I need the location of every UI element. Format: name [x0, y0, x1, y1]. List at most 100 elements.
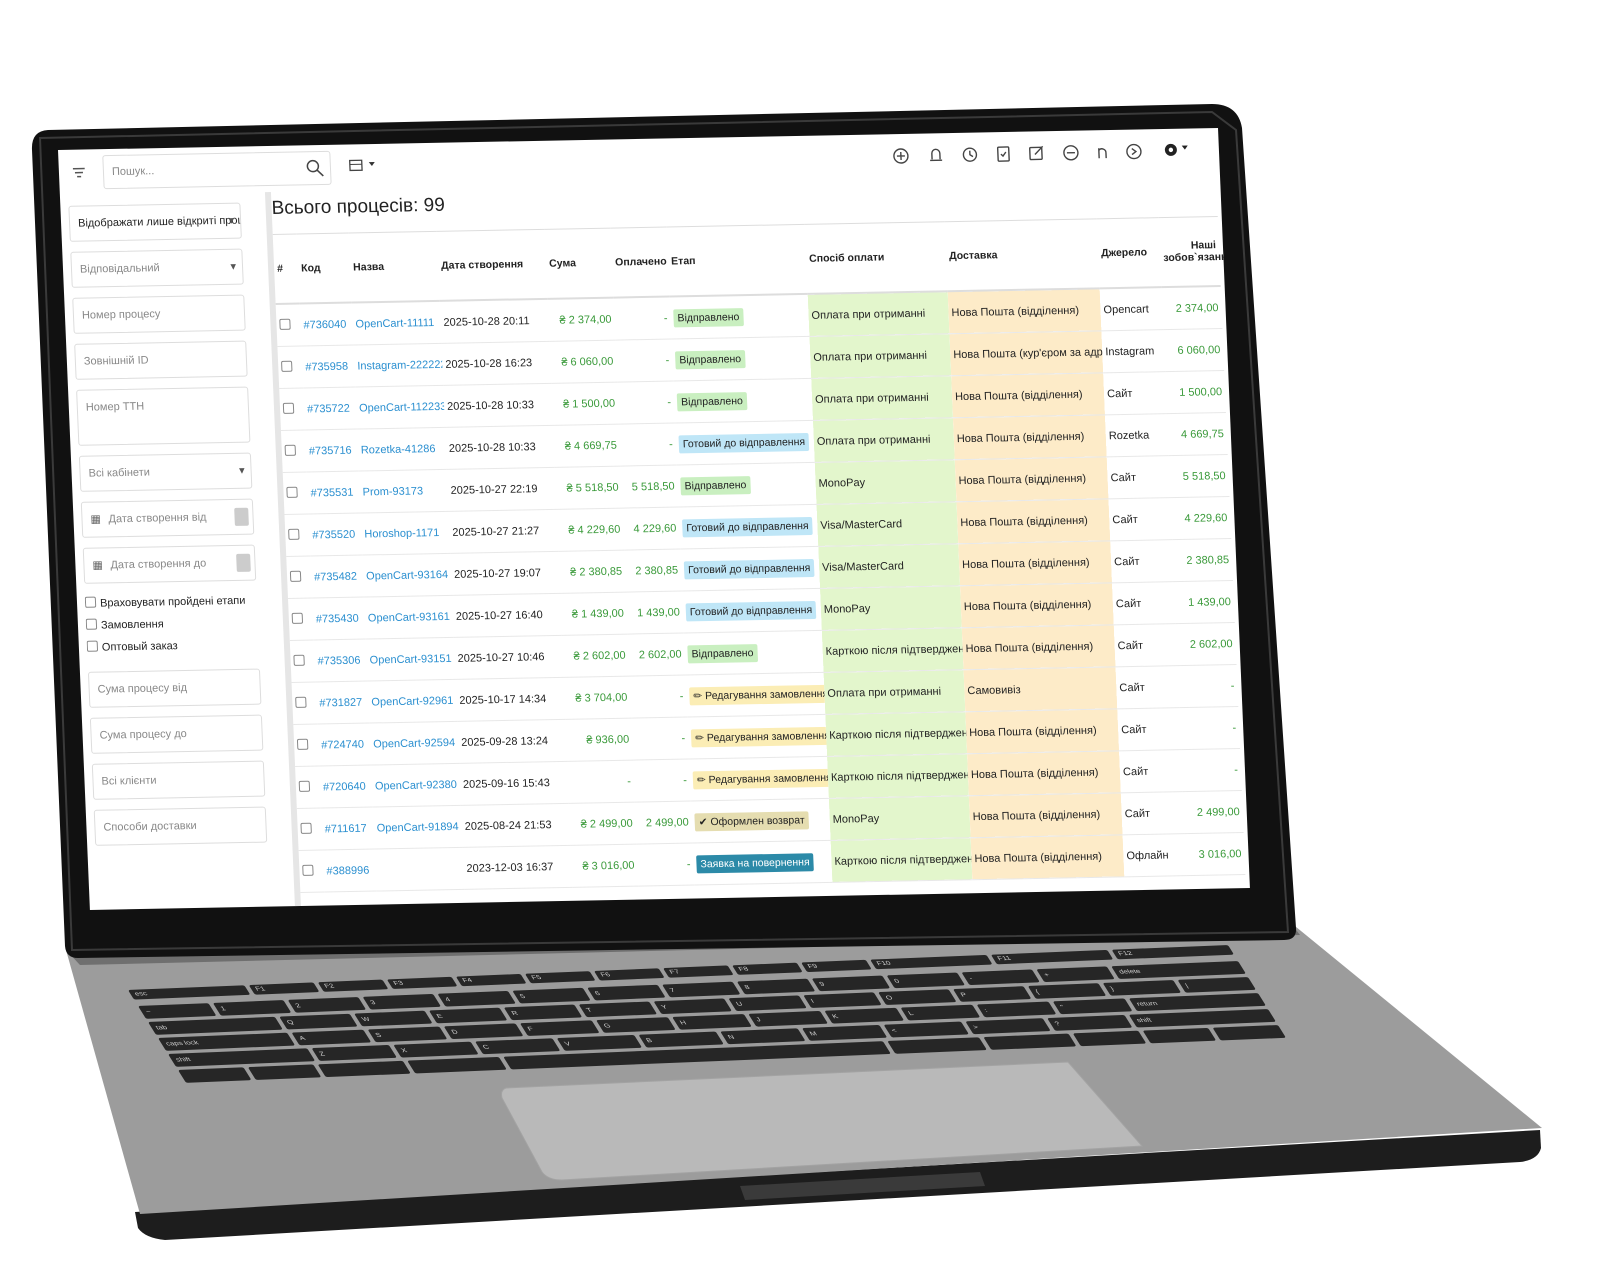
alarm-button[interactable]: [962, 147, 978, 162]
key[interactable]: [279, 1013, 357, 1030]
row-checkbox[interactable]: [282, 402, 295, 414]
filter-input[interactable]: Всі клієнти: [91, 760, 266, 800]
settings-button[interactable]: [1164, 143, 1189, 156]
code-text[interactable]: #735430: [315, 612, 359, 625]
name-text[interactable]: OpenCart-93161: [367, 610, 451, 624]
name-text[interactable]: OpenCart-11111: [355, 316, 435, 330]
key[interactable]: [824, 1007, 904, 1024]
key[interactable]: [456, 974, 527, 987]
key[interactable]: [168, 1048, 315, 1067]
key[interactable]: [512, 987, 590, 1004]
key[interactable]: [803, 992, 881, 1008]
code-text[interactable]: #735306: [317, 654, 361, 667]
key[interactable]: [801, 959, 872, 972]
key[interactable]: [579, 1001, 657, 1018]
key[interactable]: [887, 1037, 987, 1054]
key[interactable]: [1047, 1014, 1132, 1031]
code-text[interactable]: #735520: [312, 528, 356, 541]
key[interactable]: [1111, 961, 1246, 979]
name-text[interactable]: Horoshop-1171: [364, 526, 440, 540]
user-button[interactable]: [1098, 148, 1107, 159]
name-text[interactable]: OpenCart-93164: [365, 568, 449, 582]
key[interactable]: [429, 1007, 507, 1024]
key[interactable]: [901, 1004, 981, 1021]
key[interactable]: [587, 984, 665, 1001]
filter-input[interactable]: Зовнішній ID: [74, 340, 248, 380]
code-text[interactable]: #711617: [324, 822, 367, 835]
key[interactable]: [594, 968, 665, 981]
key[interactable]: [812, 975, 890, 992]
key[interactable]: [1112, 945, 1234, 960]
name-text[interactable]: OpenCart-93151: [369, 652, 452, 666]
key[interactable]: [1129, 993, 1266, 1011]
filter-checkbox[interactable]: Враховувати пройдені етапи: [85, 591, 258, 614]
name-text[interactable]: Prom-93173: [362, 484, 424, 498]
key[interactable]: [991, 950, 1113, 965]
row-checkbox[interactable]: [296, 738, 309, 750]
row-checkbox[interactable]: [279, 318, 291, 330]
key[interactable]: [654, 998, 732, 1015]
key[interactable]: [248, 1064, 321, 1080]
filter-input[interactable]: Способи доставки: [93, 806, 268, 846]
key[interactable]: [672, 1014, 752, 1030]
key[interactable]: [887, 972, 965, 989]
edit-button[interactable]: [1029, 145, 1044, 161]
key[interactable]: [1073, 1030, 1146, 1047]
row-checkbox[interactable]: [295, 696, 307, 708]
notifications-button[interactable]: [930, 148, 943, 162]
key[interactable]: [737, 978, 815, 995]
key[interactable]: [178, 1067, 251, 1083]
filter-select[interactable]: Відповідальний: [70, 248, 244, 288]
key[interactable]: [354, 1010, 432, 1027]
code-text[interactable]: #735482: [313, 570, 358, 583]
code-text[interactable]: #736040: [303, 318, 347, 331]
minus-button[interactable]: [1063, 145, 1079, 161]
filter-date[interactable]: Дата створення до: [82, 544, 257, 584]
key[interactable]: [138, 1003, 216, 1019]
key[interactable]: [213, 1000, 291, 1016]
name-text[interactable]: OpenCart-92961: [371, 694, 454, 708]
name-text[interactable]: OpenCart-92380: [374, 778, 458, 792]
key[interactable]: [437, 990, 516, 1007]
key[interactable]: [128, 985, 250, 1000]
key[interactable]: [520, 1020, 600, 1036]
key[interactable]: [720, 1028, 805, 1045]
name-text[interactable]: OpenCart-91894: [376, 820, 459, 834]
filter-select[interactable]: Всі кабінети: [78, 452, 253, 492]
key[interactable]: [638, 1031, 724, 1048]
filter-input[interactable]: Номер процесу: [72, 294, 246, 334]
code-text[interactable]: #724740: [320, 738, 365, 751]
row-checkbox[interactable]: [302, 864, 314, 876]
view-toggle[interactable]: [348, 158, 380, 173]
key[interactable]: [732, 962, 803, 975]
key[interactable]: [1213, 1025, 1286, 1041]
key[interactable]: [393, 1041, 478, 1058]
code-text[interactable]: #735716: [308, 444, 352, 457]
row-checkbox[interactable]: [284, 444, 296, 456]
key[interactable]: [292, 1029, 372, 1046]
key[interactable]: [748, 1011, 828, 1027]
add-button[interactable]: [893, 148, 909, 164]
name-text[interactable]: Instagram-222222: [357, 358, 444, 372]
name-text[interactable]: Rozetka-41286: [360, 442, 436, 456]
filter-checkbox[interactable]: Оптовый заказ: [86, 635, 259, 658]
key[interactable]: [983, 1033, 1076, 1050]
row-checkbox[interactable]: [298, 780, 311, 792]
key[interactable]: [504, 1004, 582, 1021]
filter-input[interactable]: Сума процесу до: [89, 714, 264, 754]
code-text[interactable]: #735722: [306, 402, 351, 415]
filter-checkbox[interactable]: Замовлення: [86, 613, 259, 636]
key[interactable]: [368, 1026, 448, 1043]
key[interactable]: [1143, 1027, 1216, 1044]
row-checkbox[interactable]: [291, 612, 304, 624]
key[interactable]: [596, 1017, 676, 1033]
help-button[interactable]: [1126, 143, 1142, 160]
code-text[interactable]: #720640: [322, 780, 367, 793]
key[interactable]: [1053, 998, 1133, 1015]
row-checkbox[interactable]: [289, 570, 302, 582]
filter-input[interactable]: Сума процесу від: [87, 668, 262, 708]
search-input[interactable]: Пошук...: [102, 150, 332, 190]
key[interactable]: [802, 1024, 887, 1041]
key[interactable]: [525, 971, 596, 984]
key[interactable]: [312, 1045, 397, 1061]
